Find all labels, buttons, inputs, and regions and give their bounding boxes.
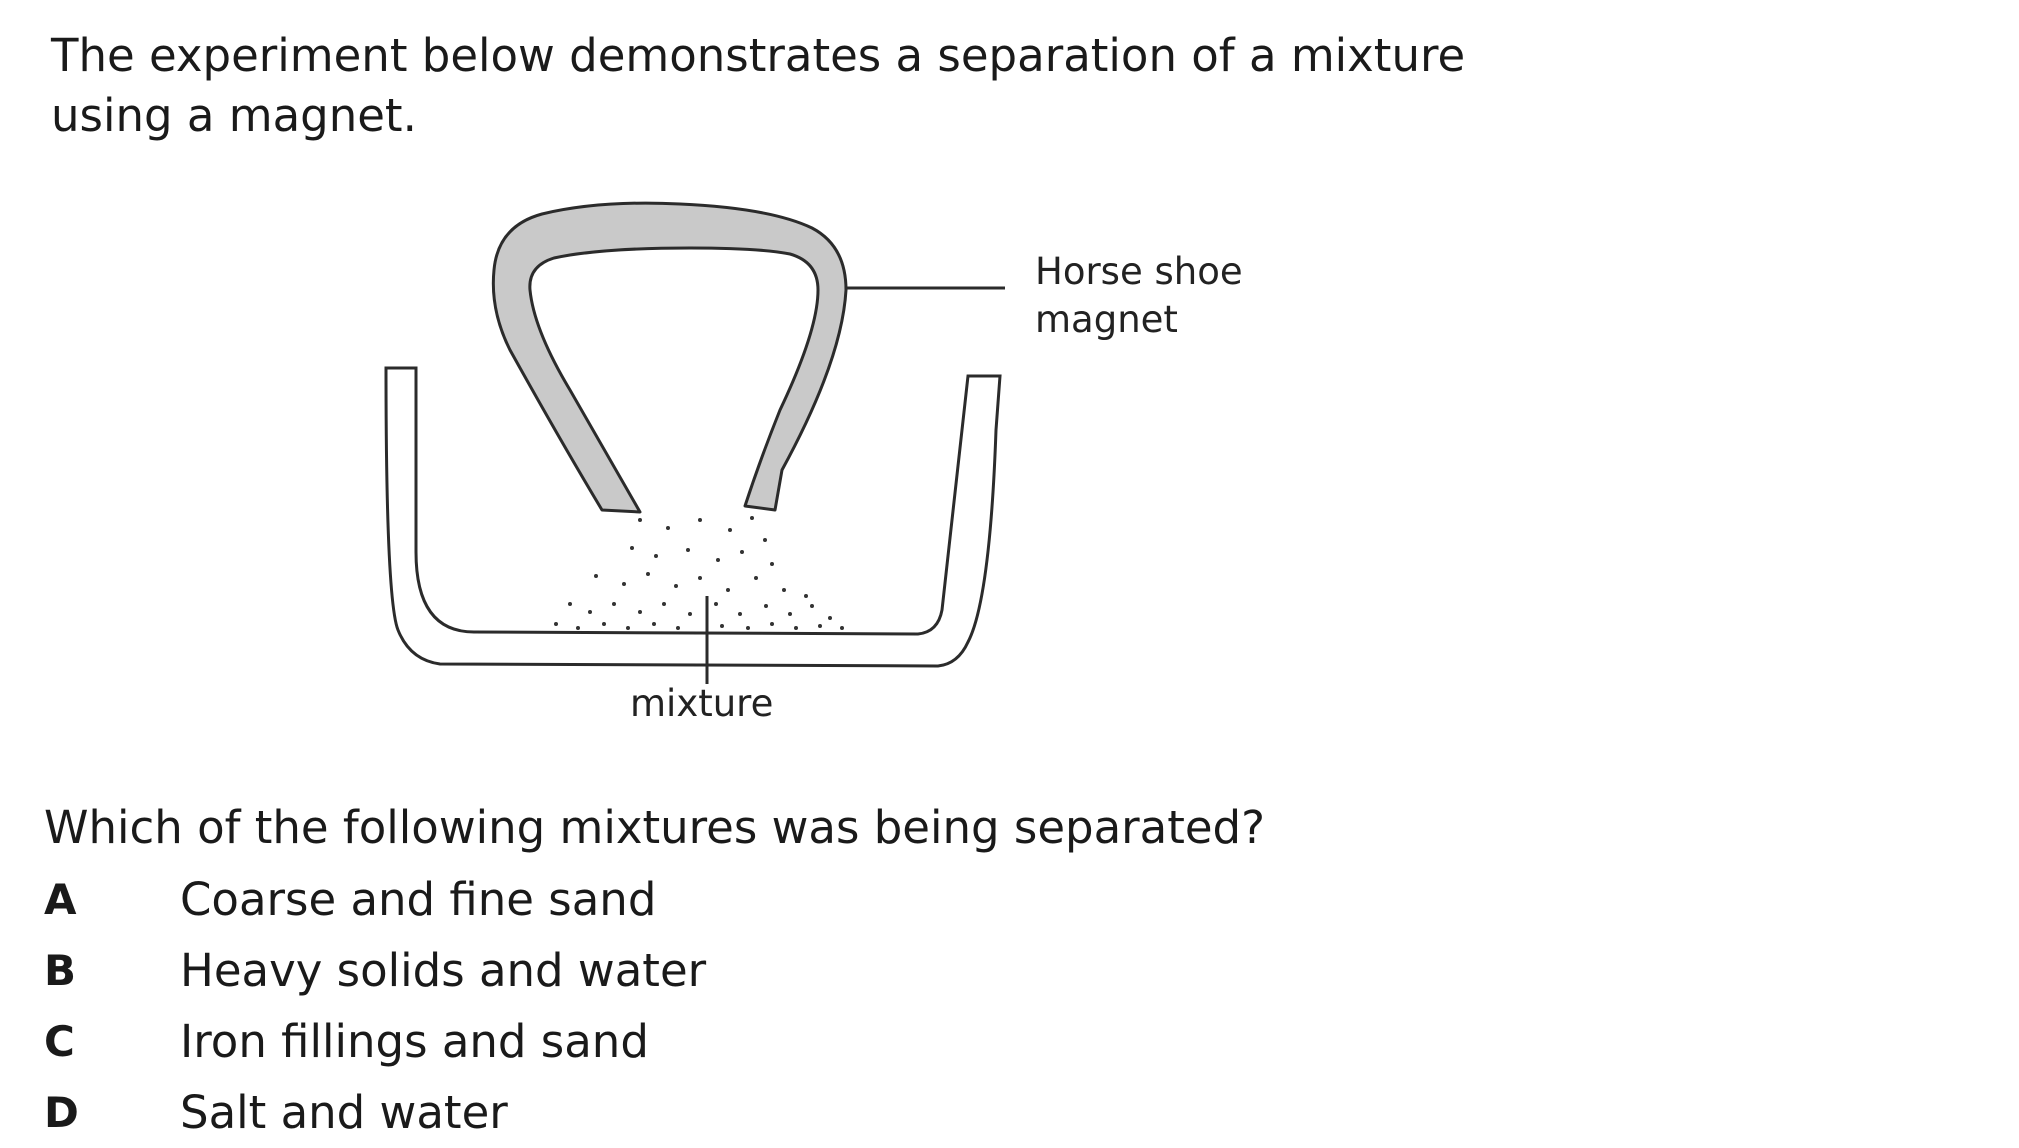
mixture-particles [554, 516, 844, 630]
dish-outline [384, 366, 1002, 668]
option-text: Coarse and fine sand [180, 873, 657, 926]
option-b[interactable]: B Heavy solids and water [44, 935, 706, 1006]
answer-options: A Coarse and fine sand B Heavy solids an… [44, 864, 706, 1148]
option-letter: B [44, 946, 77, 995]
diagram-drawing [384, 201, 1005, 684]
option-letter: A [44, 875, 77, 924]
option-c[interactable]: C Iron fillings and sand [44, 1006, 706, 1077]
intro-text: The experiment below demonstrates a sepa… [51, 29, 1466, 142]
horse-shoe-magnet [491, 201, 848, 514]
option-text: Heavy solids and water [180, 944, 707, 997]
option-a[interactable]: A Coarse and fine sand [44, 864, 706, 935]
magnet-separation-diagram: Horse shoe magnet mixture [384, 201, 1243, 725]
magnet-label-line2: magnet [1035, 298, 1178, 341]
option-text: Salt and water [180, 1086, 508, 1139]
question-text: Which of the following mixtures was bein… [44, 801, 1265, 854]
mixture-label: mixture [630, 682, 774, 725]
magnet-label-line1: Horse shoe [1035, 250, 1243, 293]
option-letter: C [44, 1017, 75, 1066]
option-letter: D [44, 1088, 79, 1137]
magnet-label: Horse shoe magnet [1035, 248, 1243, 344]
option-d[interactable]: D Salt and water [44, 1077, 706, 1148]
option-text: Iron fillings and sand [180, 1015, 649, 1068]
